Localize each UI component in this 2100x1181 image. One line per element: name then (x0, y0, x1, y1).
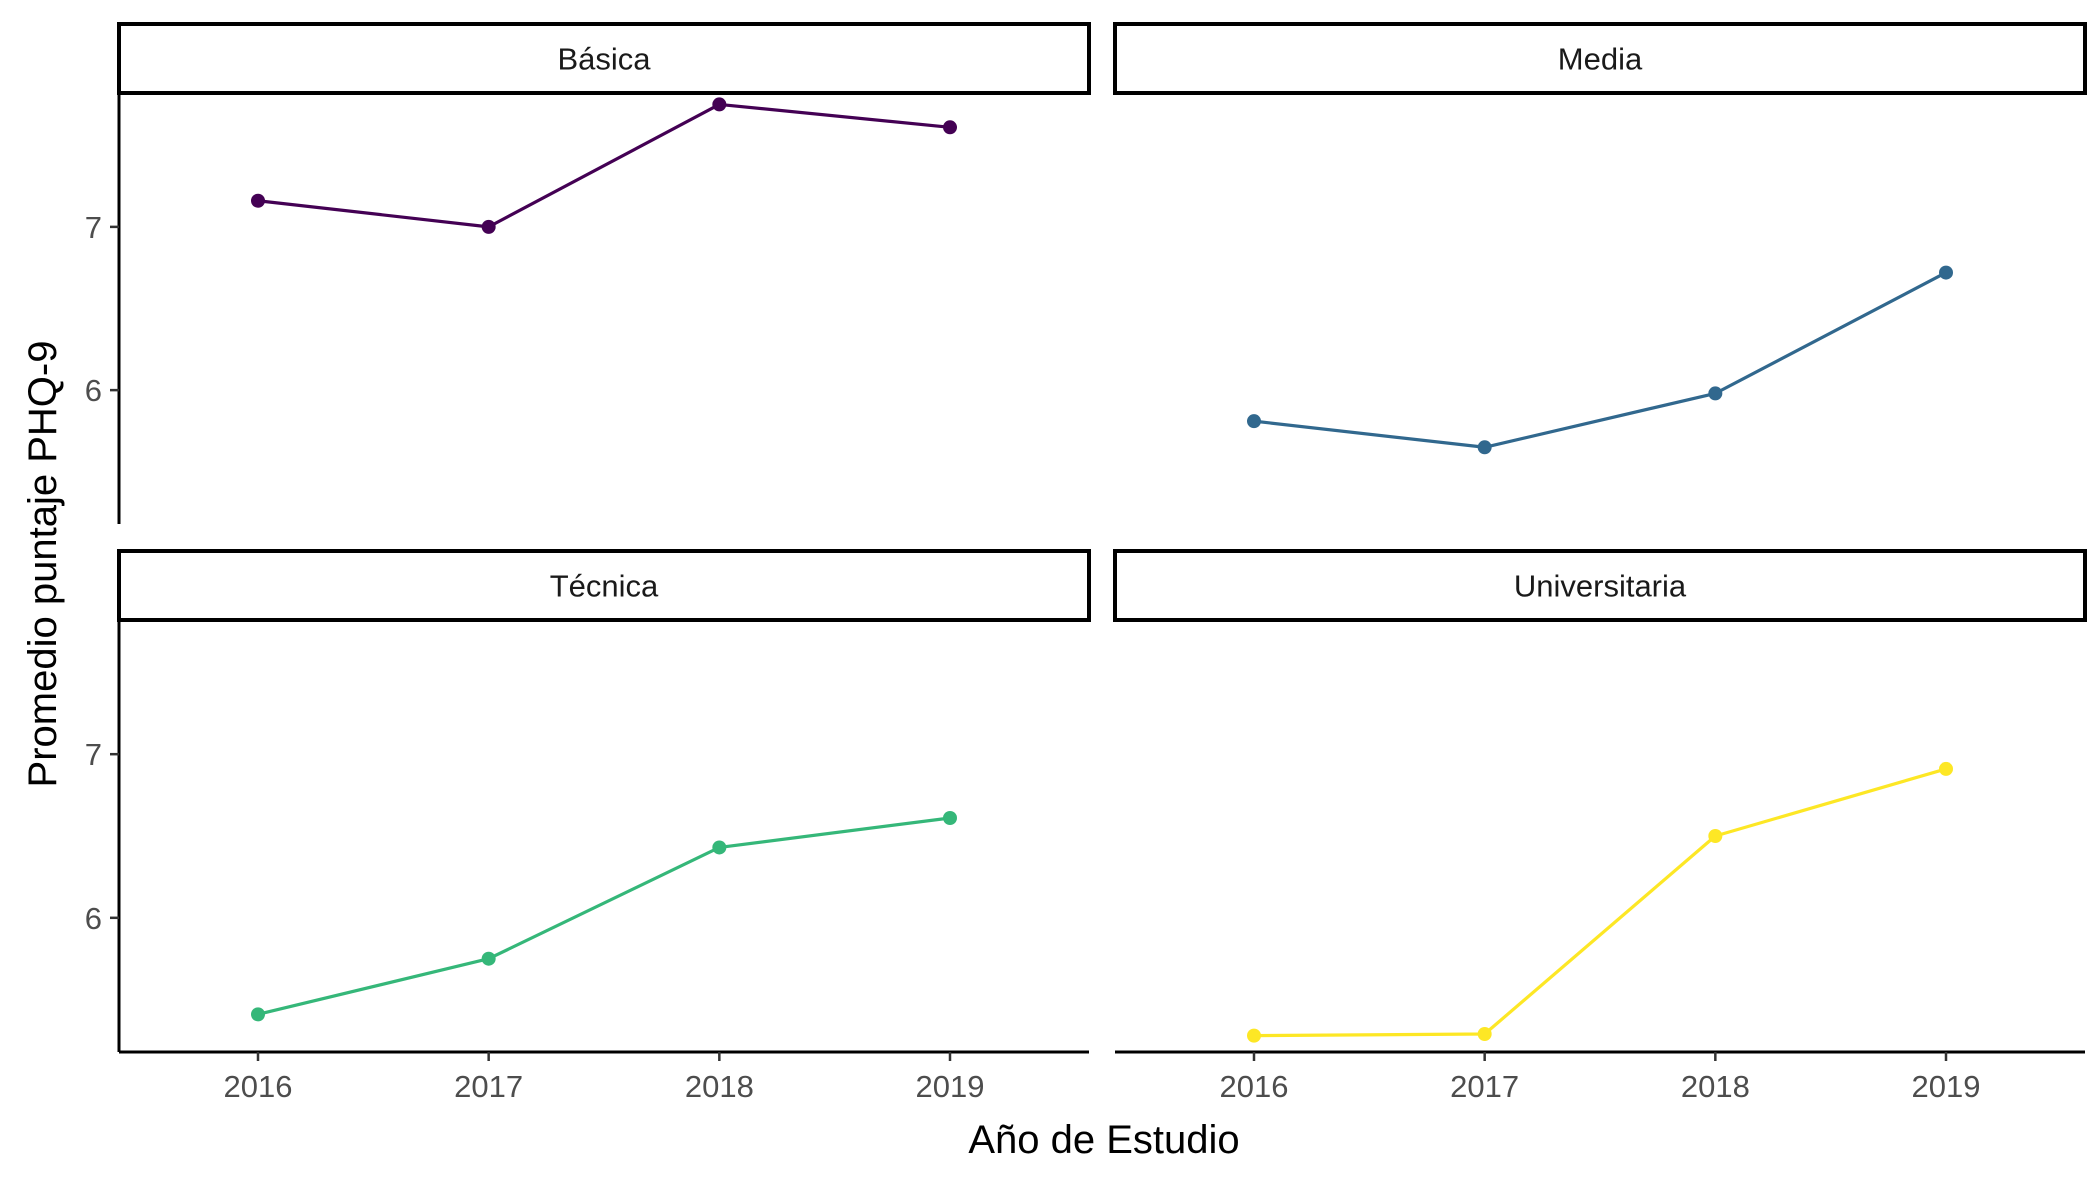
series-line (1252, 270, 1948, 449)
data-point (1477, 440, 1492, 455)
x-tick-label: 2019 (916, 1069, 985, 1104)
facet-strip (1113, 22, 2087, 95)
x-tick-label: 2016 (224, 1069, 293, 1104)
facet-panel: Básica 6 7 (85, 22, 1091, 524)
x-tick-label: 2017 (454, 1069, 523, 1104)
data-point (1247, 414, 1261, 429)
y-axis-title: Promedio puntaje PHQ-9 (21, 341, 65, 788)
y-tick-label: 7 (85, 210, 102, 245)
facet-strip (117, 22, 1091, 95)
x-tick-label: 2018 (1681, 1069, 1750, 1104)
data-point (1939, 761, 1953, 776)
y-tick-label: 6 (85, 901, 102, 936)
facet-strip-label: Básica (557, 42, 651, 77)
data-point (1247, 1028, 1261, 1043)
x-tick-label: 2016 (1220, 1069, 1289, 1104)
x-tick-label: 2019 (1912, 1069, 1981, 1104)
facet-panel: Universitaria 2016 2017 2018 2019 (1113, 549, 2087, 1104)
facet-panel: Media (1113, 22, 2087, 455)
x-axis-title: Año de Estudio (968, 1118, 1239, 1162)
data-point (251, 193, 265, 208)
y-tick-label: 7 (85, 737, 102, 772)
data-point (481, 951, 496, 966)
y-tick-label: 6 (85, 373, 102, 408)
x-tick-label: 2017 (1450, 1069, 1519, 1104)
facet-strip-label: Media (1558, 42, 1643, 77)
data-point (943, 811, 957, 825)
data-point (712, 840, 727, 855)
facet-strip-label: Técnica (550, 569, 659, 604)
data-point (481, 219, 496, 234)
series-line (1252, 767, 1948, 1038)
x-tick-label: 2018 (685, 1069, 754, 1104)
series-line (256, 102, 952, 229)
data-point (251, 1007, 265, 1022)
facet-strip (117, 549, 1091, 622)
facet-strip-label: Universitaria (1514, 569, 1687, 604)
data-point (1708, 386, 1723, 401)
data-point (943, 120, 957, 135)
data-point (712, 97, 727, 112)
series-line (256, 816, 952, 1016)
facet-strip (1113, 549, 2087, 622)
data-point (1477, 1027, 1492, 1041)
data-point (1708, 829, 1723, 843)
data-point (1939, 265, 1953, 280)
facet-panel: Técnica 6 7 2016 2017 2018 2019 (85, 549, 1091, 1104)
